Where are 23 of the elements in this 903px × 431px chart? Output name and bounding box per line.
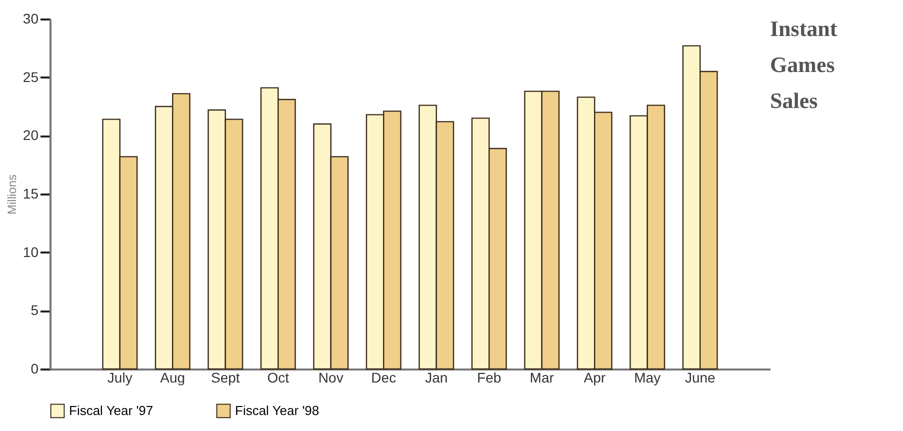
y-axis-title: Millions	[4, 174, 19, 215]
y-tick-label: 10	[22, 244, 39, 260]
x-tick-label: Apr	[584, 370, 606, 386]
y-tick-label: 5	[30, 302, 39, 318]
x-tick-label: Aug	[160, 370, 186, 386]
y-tick-label: 30	[22, 10, 39, 26]
y-tick-label: 0	[30, 360, 39, 376]
y-tick-label: 25	[22, 68, 39, 85]
x-tick-label: Feb	[477, 370, 502, 386]
y-tick-label: 15	[22, 186, 39, 202]
x-tick-label: Nov	[318, 370, 344, 386]
x-tick-label: Dec	[371, 370, 396, 386]
x-tick-label: May	[634, 370, 661, 386]
x-tick-label: June	[684, 370, 716, 386]
x-tick-label: July	[107, 370, 132, 386]
x-tick-label: Oct	[267, 370, 290, 386]
x-tick-label: Sept	[210, 370, 240, 386]
legend-label: Fiscal Year '98	[235, 402, 320, 418]
x-tick-label: Jan	[425, 370, 448, 386]
legend-label: Fiscal Year '97	[69, 402, 154, 418]
text: Instant Games Sales	[770, 16, 838, 113]
y-tick-label: 20	[22, 127, 39, 144]
x-tick-label: Mar	[530, 370, 554, 386]
